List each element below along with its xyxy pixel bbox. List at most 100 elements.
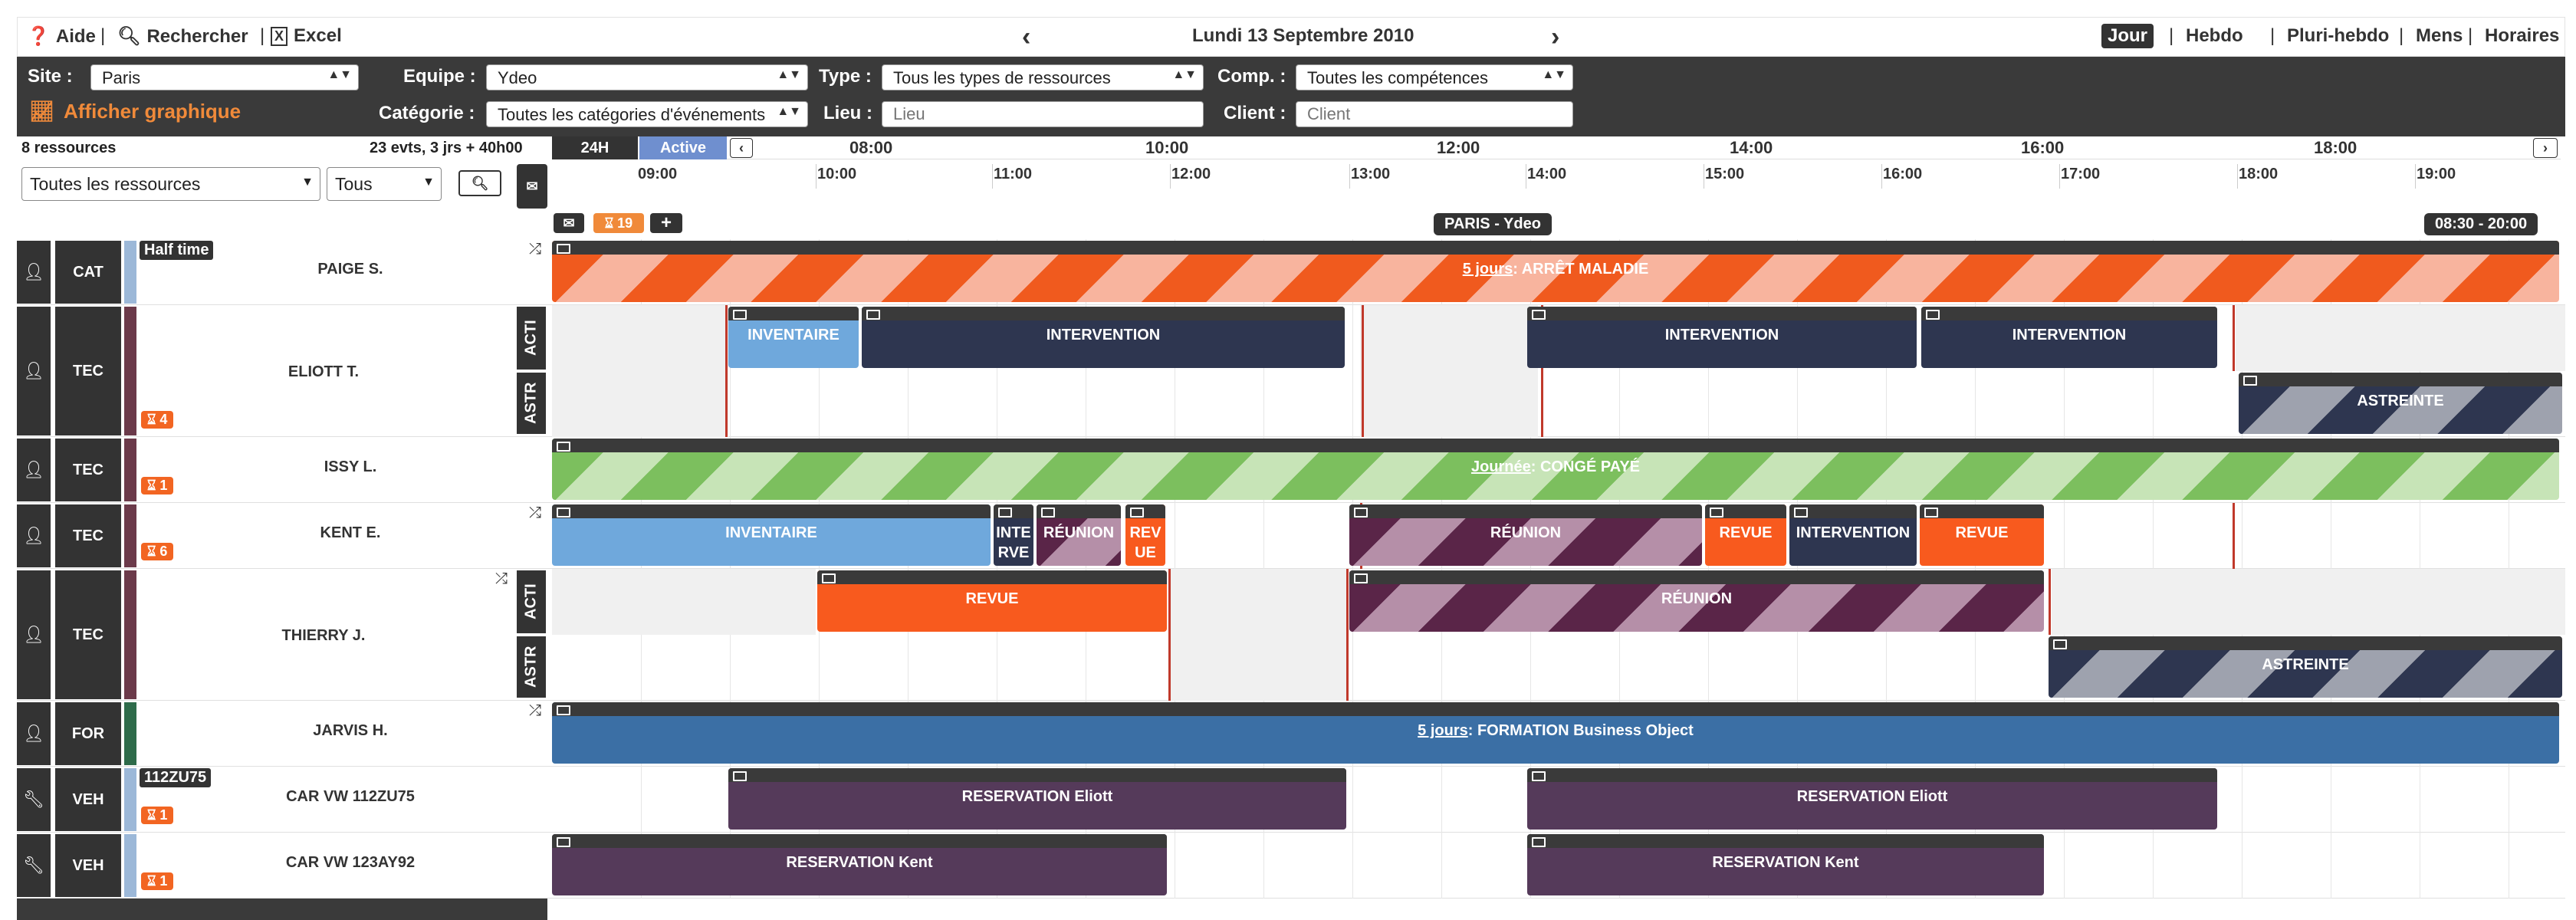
duration-link[interactable]: 5 jours xyxy=(1418,722,1468,739)
event-header xyxy=(1527,834,2044,848)
shuffle-icon[interactable]: ⤮ xyxy=(529,241,541,258)
resource-name[interactable]: ISSY L. xyxy=(324,458,377,475)
toggle-24h[interactable]: 24H xyxy=(552,136,638,159)
hourglass-icon: ⌛︎ xyxy=(147,544,160,559)
search-link[interactable]: 🔍︎ Rechercher xyxy=(117,25,248,48)
site-select[interactable]: Paris ▲▼ xyxy=(90,64,359,90)
grid-line xyxy=(1619,569,1620,701)
event-reunion[interactable]: RÉUNION xyxy=(1037,504,1121,566)
event-intervention[interactable]: INTERVENTION xyxy=(1789,504,1917,566)
equipe-select[interactable]: Ydeo ▲▼ xyxy=(486,64,808,90)
pending-count-badge[interactable]: ⌛︎ 6 xyxy=(141,543,174,560)
subtab-acti[interactable]: ACTI xyxy=(517,570,546,633)
event-inventaire[interactable]: INVENTAIRE xyxy=(552,504,991,566)
event-intervention[interactable]: INTERVENTION xyxy=(1527,307,1917,368)
event-astreinte[interactable]: ASTREINTE xyxy=(2239,373,2562,434)
event-intervention[interactable]: INTERVENTION xyxy=(862,307,1345,368)
lieu-input[interactable] xyxy=(882,101,1204,127)
message-button[interactable]: ✉ xyxy=(554,213,584,233)
categorie-select[interactable]: Toutes les catégories d'événements ▲▼ xyxy=(486,101,808,127)
show-graph-link[interactable]: 📈︎ Afficher graphique xyxy=(29,100,242,123)
event-revue[interactable]: REVUE xyxy=(1920,504,2044,566)
grid-line xyxy=(1797,305,1798,437)
chevron-left-icon: ‹ xyxy=(739,140,744,156)
excel-link[interactable]: X Excel xyxy=(271,25,342,47)
schedule-grid: REVUE RÉUNION ASTREINTE xyxy=(552,569,2565,701)
event-intervention[interactable]: INTE RVE xyxy=(994,504,1033,566)
time-marker xyxy=(1362,305,1364,437)
comp-select[interactable]: Toutes les compétences ▲▼ xyxy=(1296,64,1573,90)
scope-filter-select[interactable]: Tous ▼ xyxy=(327,167,442,201)
event-header xyxy=(1037,504,1121,518)
event-intervention[interactable]: INTERVENTION xyxy=(1921,307,2217,368)
event-revue[interactable]: REV UE xyxy=(1125,504,1165,566)
resource-filter-select[interactable]: Toutes les ressources ▼ xyxy=(21,167,320,201)
shuffle-icon[interactable]: ⤮ xyxy=(529,504,541,521)
resource-name[interactable]: KENT E. xyxy=(320,524,381,541)
grid-line xyxy=(1886,305,1887,437)
event-astreinte[interactable]: ASTREINTE xyxy=(2049,636,2562,698)
shuffle-icon[interactable]: ⤮ xyxy=(529,702,541,719)
resource-name[interactable]: PAIGE S. xyxy=(317,261,383,278)
event-reservation[interactable]: RESERVATION Eliott xyxy=(1527,768,2217,830)
event-absence[interactable]: 5 jours : ARRÊT MALADIE xyxy=(552,241,2559,302)
event-reservation[interactable]: RESERVATION Kent xyxy=(1527,834,2044,895)
resource-name[interactable]: CAR VW 112ZU75 xyxy=(286,788,415,805)
view-tab-pluri-hebdo[interactable]: Pluri-hebdo xyxy=(2287,25,2390,46)
pending-count-badge[interactable]: ⌛︎ 1 xyxy=(141,872,174,890)
grid-line xyxy=(1619,305,1620,437)
event-header xyxy=(2049,636,2562,650)
view-tab-horaires[interactable]: Horaires xyxy=(2485,25,2560,46)
event-reservation[interactable]: RESERVATION Eliott xyxy=(728,768,1346,830)
pending-count-badge[interactable]: ⌛︎ 1 xyxy=(141,807,174,824)
site-banner: PARIS - Ydeo xyxy=(1434,213,1552,235)
resource-name[interactable]: THIERRY J. xyxy=(281,627,366,644)
mail-button[interactable]: ✉ xyxy=(517,164,547,209)
subtab-acti[interactable]: ACTI xyxy=(517,307,546,370)
event-reunion[interactable]: RÉUNION xyxy=(1349,504,1702,566)
view-tab-jour[interactable]: Jour xyxy=(2101,24,2154,48)
pending-count-badge[interactable]: ⌛︎ 1 xyxy=(141,477,174,495)
subtab-astr[interactable]: ASTR xyxy=(517,373,546,434)
notifications-button[interactable]: ⌛︎ 19 xyxy=(593,213,644,233)
subtab-astr[interactable]: ASTR xyxy=(517,636,546,698)
event-revue[interactable]: REVUE xyxy=(1705,504,1786,566)
pending-count-badge[interactable]: ⌛︎ 4 xyxy=(141,411,174,429)
prev-day-arrow[interactable]: ‹ xyxy=(1022,22,1031,51)
event-header xyxy=(817,570,1167,584)
event-reunion[interactable]: RÉUNION xyxy=(1349,570,2044,632)
add-event-button[interactable]: + xyxy=(650,212,682,233)
grid-line xyxy=(2064,569,2065,701)
grid-line xyxy=(1708,569,1709,701)
event-inventaire[interactable]: INVENTAIRE xyxy=(728,307,859,368)
event-reservation[interactable]: RESERVATION Kent xyxy=(552,834,1167,895)
search-button[interactable]: 🔍︎ xyxy=(458,170,501,196)
resource-name[interactable]: JARVIS H. xyxy=(313,722,388,739)
shuffle-icon[interactable]: ⤮ xyxy=(495,570,508,587)
categorie-label: Catégorie : xyxy=(379,103,475,123)
hour-tick xyxy=(1170,164,1171,189)
resource-row-paige: 👤︎ CAT Half time PAIGE S. ⤮ 5 jours : AR… xyxy=(17,239,2565,305)
duration-link[interactable]: Journée xyxy=(1470,458,1531,475)
resource-row-issy: 👤︎ TEC ISSY L. ⌛︎ 1 Journée : CONGÉ PAYÉ xyxy=(17,437,2565,503)
resource-name[interactable]: ELIOTT T. xyxy=(288,363,360,380)
view-tab-mens[interactable]: Mens xyxy=(2416,25,2463,46)
scroll-left-button[interactable]: ‹ xyxy=(730,138,753,158)
scroll-right-button[interactable]: › xyxy=(2533,138,2558,158)
event-formation[interactable]: 5 jours : FORMATION Business Object xyxy=(552,702,2559,764)
event-conge[interactable]: Journée : CONGÉ PAYÉ xyxy=(552,439,2559,500)
client-input[interactable] xyxy=(1296,101,1573,127)
resource-name[interactable]: CAR VW 123AY92 xyxy=(285,854,416,871)
grid-line xyxy=(1441,767,1442,833)
type-select[interactable]: Tous les types de ressources ▲▼ xyxy=(882,64,1204,90)
category-badge: TEC xyxy=(55,504,121,567)
duration-link[interactable]: 5 jours xyxy=(1462,261,1513,278)
view-tab-hebdo[interactable]: Hebdo xyxy=(2186,25,2243,46)
toggle-active[interactable]: Active xyxy=(639,136,727,159)
help-link[interactable]: ❓ Aide xyxy=(27,25,96,48)
event-header xyxy=(2239,373,2562,386)
next-day-arrow[interactable]: › xyxy=(1551,22,1560,51)
resource-row-kent: 👤︎ TEC KENT E. ⌛︎ 6 ⤮ INVENTAIRE INTE RV… xyxy=(17,503,2565,569)
event-revue[interactable]: REVUE xyxy=(817,570,1167,632)
separator: | xyxy=(2468,25,2473,46)
